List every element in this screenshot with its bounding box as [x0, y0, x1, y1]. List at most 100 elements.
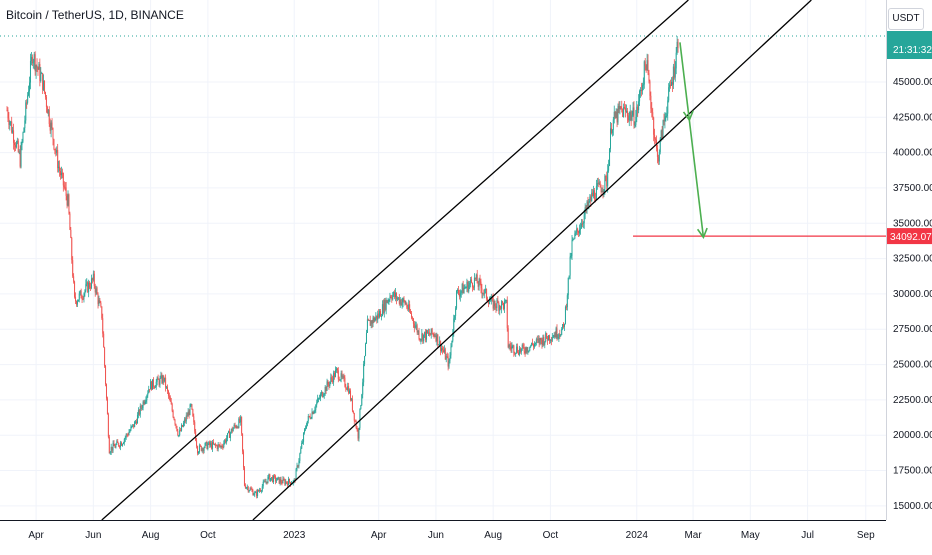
candle-body — [177, 430, 179, 436]
candle-body — [266, 481, 268, 484]
candle-body — [493, 300, 495, 309]
candle-body — [489, 300, 491, 302]
currency-badge[interactable]: USDT — [888, 8, 924, 30]
candle-body — [566, 295, 568, 308]
candle-body — [109, 452, 111, 454]
candle-body — [456, 290, 458, 309]
candle-body — [593, 190, 595, 197]
candle-body — [189, 404, 191, 416]
candle-body — [261, 486, 263, 491]
candle-body — [673, 66, 675, 78]
candle-body — [157, 377, 159, 380]
forecast-arrow-head — [696, 227, 708, 240]
time-tick-label: 2024 — [626, 530, 649, 541]
candle-body — [144, 401, 146, 404]
candle-body — [129, 430, 131, 433]
candle-body — [270, 478, 272, 481]
candle-body — [601, 190, 603, 193]
candle-body — [49, 123, 51, 131]
candle-body — [166, 386, 168, 388]
candle-body — [120, 442, 122, 448]
candle-body — [146, 395, 148, 401]
candle-body — [340, 373, 342, 380]
candle-body — [308, 416, 310, 418]
candle-body — [662, 120, 664, 139]
candle-body — [32, 61, 34, 64]
candle-body — [9, 122, 11, 125]
candle-body — [62, 172, 64, 186]
candle-body — [482, 293, 484, 295]
candle-body — [652, 112, 654, 118]
candle-body — [78, 293, 80, 300]
candle-body — [122, 442, 124, 444]
candle-body — [239, 418, 241, 423]
candle-body — [663, 120, 665, 122]
candle-body — [583, 214, 585, 223]
price-tick-label: 15000.00 — [893, 501, 932, 512]
time-tick-label: Mar — [684, 530, 702, 541]
candle-body — [476, 274, 478, 284]
candle-body — [259, 490, 261, 492]
candle-body — [378, 313, 380, 317]
candle-body — [503, 301, 505, 309]
candle-body — [280, 479, 282, 483]
candle-body — [334, 370, 336, 378]
candle-body — [46, 106, 48, 114]
candle-body — [53, 139, 55, 150]
candle-body — [618, 105, 620, 110]
candle-body — [486, 288, 488, 299]
candle-body — [96, 288, 98, 295]
candle-body — [162, 376, 164, 383]
candle-body — [609, 148, 611, 166]
candle-body — [142, 401, 144, 408]
candle-body — [602, 190, 604, 192]
last-price-timer: 21:31:32 — [893, 45, 932, 56]
candle-body — [298, 460, 300, 467]
candle-body — [105, 384, 107, 399]
candle-body — [524, 351, 526, 354]
candle-body — [148, 389, 150, 394]
candle-body — [303, 432, 305, 442]
candle-body — [124, 437, 126, 440]
candle-body — [462, 283, 464, 294]
candle-body — [421, 333, 423, 340]
candle-body — [370, 320, 372, 326]
candle-body — [561, 328, 563, 335]
candle-body — [253, 494, 255, 496]
candle-body — [51, 122, 53, 129]
candle-body — [406, 303, 408, 308]
candle-body — [674, 68, 676, 78]
candle-body — [213, 443, 215, 445]
candle-body — [364, 355, 366, 364]
candle-body — [98, 300, 100, 304]
candle-body — [533, 343, 535, 347]
candle-body — [366, 319, 368, 333]
candle-body — [461, 283, 463, 291]
candle-body — [377, 313, 379, 320]
candle-body — [50, 122, 52, 131]
candle-body — [139, 405, 141, 415]
candle-body — [655, 138, 657, 140]
candle-body — [514, 353, 516, 355]
candle-body — [411, 317, 413, 319]
price-tick-label: 35000.00 — [893, 218, 932, 229]
candle-body — [296, 465, 298, 470]
time-axis-panel — [0, 520, 932, 550]
candle-body — [485, 288, 487, 290]
candle-body — [619, 106, 621, 110]
candle-body — [69, 213, 71, 230]
candle-body — [112, 443, 114, 451]
candle-body — [628, 115, 630, 121]
candle-body — [571, 240, 573, 256]
candle-body — [15, 142, 17, 148]
candle-body — [676, 41, 678, 53]
candle-body — [285, 481, 287, 485]
candle-body — [232, 428, 234, 432]
candle-body — [607, 170, 609, 187]
candle-body — [625, 107, 627, 112]
candle-body — [379, 311, 381, 317]
candle-body — [37, 67, 39, 70]
candle-body — [513, 345, 515, 354]
candle-body — [58, 166, 60, 169]
